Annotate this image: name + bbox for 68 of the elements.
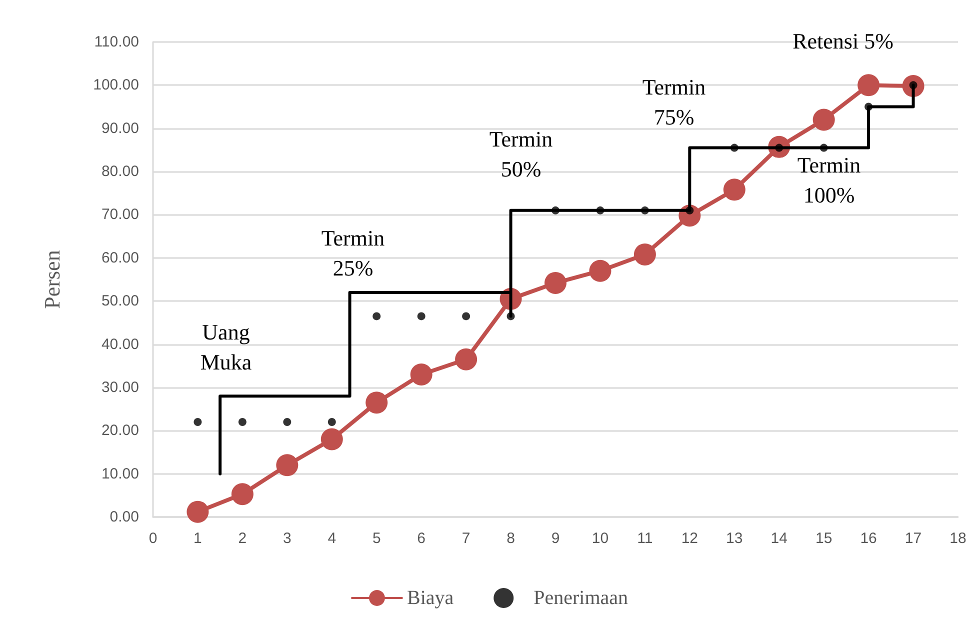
- point: [634, 243, 656, 266]
- annotation: Termin 50%: [489, 126, 553, 182]
- y-tick-label: 50.00: [101, 292, 139, 310]
- x-tick-label: 15: [815, 530, 832, 547]
- y-axis-title: Persen: [40, 250, 64, 309]
- point: [194, 418, 202, 426]
- point: [231, 483, 254, 506]
- annotation: Termin 100%: [797, 152, 861, 208]
- y-tick-label: 90.00: [101, 120, 139, 137]
- x-tick-label: 16: [860, 530, 877, 547]
- annotation: Retensi 5%: [792, 28, 894, 54]
- x-tick-label: 4: [328, 530, 336, 547]
- y-tick-label: 70.00: [101, 206, 139, 224]
- x-tick-label: 14: [770, 530, 788, 547]
- legend-label: Penerimaan: [534, 587, 628, 609]
- point: [455, 348, 478, 370]
- x-tick-label: 18: [950, 530, 966, 547]
- y-tick-label: 20.00: [101, 422, 139, 440]
- x-tick-label: 1: [194, 530, 202, 547]
- point: [506, 312, 515, 320]
- point: [589, 260, 612, 282]
- point: [864, 102, 873, 111]
- point: [320, 428, 343, 450]
- point: [858, 74, 880, 96]
- y-tick-label: 40.00: [101, 336, 139, 353]
- x-tick-label: 11: [637, 530, 653, 547]
- point: [283, 418, 292, 426]
- y-tick-label: 0.00: [110, 508, 139, 526]
- y-tick-label: 30.00: [101, 378, 139, 396]
- point: [640, 206, 649, 214]
- point: [812, 108, 835, 131]
- annotation: Termin 75%: [642, 74, 706, 130]
- x-tick-label: 5: [372, 530, 381, 547]
- x-tick-label: 8: [506, 530, 515, 547]
- point: [552, 206, 560, 214]
- point: [276, 454, 298, 476]
- point: [544, 272, 566, 294]
- point: [596, 206, 604, 214]
- legend-label: Biaya: [406, 587, 454, 609]
- x-tick-label: 9: [551, 530, 560, 547]
- x-tick-label: 0: [148, 530, 158, 547]
- point: [417, 312, 426, 320]
- x-tick-label: 13: [726, 530, 743, 547]
- annotation: Uang Muka: [200, 320, 252, 374]
- y-tick-label: 100.00: [93, 76, 139, 94]
- y-tick-label: 110.00: [94, 34, 139, 50]
- annotation: Termin 25%: [321, 226, 385, 280]
- point: [723, 178, 746, 201]
- point: [186, 500, 209, 523]
- y-tick-label: 60.00: [101, 249, 139, 266]
- point: [730, 144, 738, 152]
- point: [820, 144, 828, 152]
- x-tick-label: 12: [681, 530, 698, 547]
- x-tick-label: 10: [592, 530, 609, 547]
- y-tick-label: 10.00: [101, 465, 139, 482]
- x-tick-label: 6: [417, 530, 426, 547]
- x-tick-label: 7: [462, 530, 470, 547]
- y-tick-label: 80.00: [101, 163, 139, 180]
- point: [328, 418, 336, 426]
- x-tick-label: 2: [238, 530, 247, 547]
- x-tick-label: 17: [904, 530, 922, 547]
- point: [686, 206, 694, 214]
- point: [410, 364, 432, 386]
- point: [366, 392, 388, 414]
- x-tick-label: 3: [282, 530, 292, 547]
- point: [238, 418, 246, 426]
- point: [372, 312, 381, 320]
- point: [462, 312, 470, 320]
